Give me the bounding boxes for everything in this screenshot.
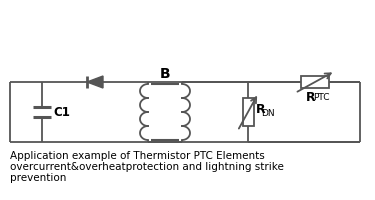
Text: Application example of Thermistor PTC Elements: Application example of Thermistor PTC El… xyxy=(10,150,265,160)
Text: R: R xyxy=(306,91,316,103)
Bar xyxy=(301,77,329,89)
Polygon shape xyxy=(87,77,103,89)
Text: DN: DN xyxy=(261,109,275,118)
Text: C1: C1 xyxy=(53,106,70,119)
Text: B: B xyxy=(160,67,170,81)
Text: overcurrent&overheatprotection and lightning strike: overcurrent&overheatprotection and light… xyxy=(10,161,284,171)
Bar xyxy=(243,99,254,126)
Text: R: R xyxy=(255,103,265,116)
Text: PTC: PTC xyxy=(313,93,330,101)
Text: prevention: prevention xyxy=(10,172,66,182)
